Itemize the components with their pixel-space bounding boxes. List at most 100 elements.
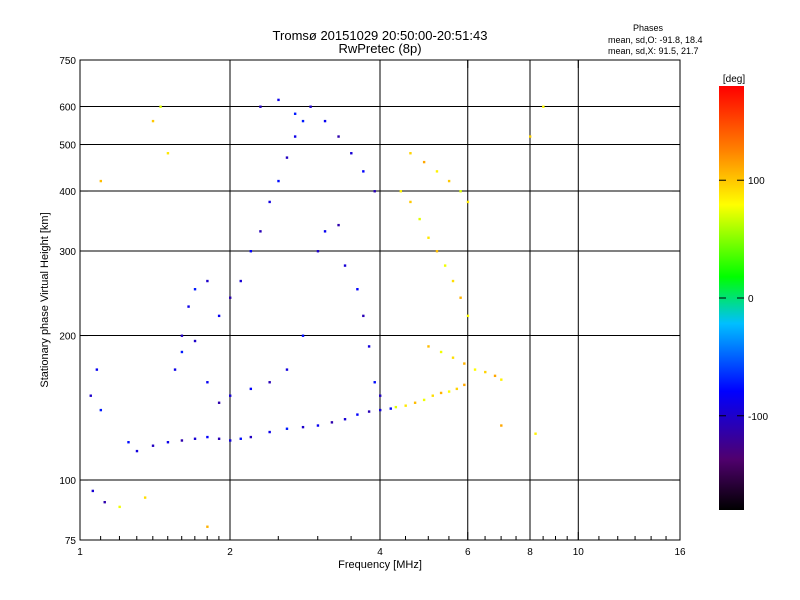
data-point (206, 435, 209, 439)
data-point (413, 401, 417, 404)
data-point (151, 444, 155, 447)
data-point (459, 190, 462, 193)
data-point (500, 424, 503, 427)
data-point (118, 505, 121, 509)
colorbar-tick-label: 100 (748, 176, 765, 187)
x-tick-label: 16 (674, 547, 686, 558)
data-point (309, 105, 312, 108)
data-point (459, 296, 462, 299)
data-point (529, 135, 532, 138)
data-point (427, 236, 430, 239)
x-tick-label: 10 (573, 547, 585, 558)
data-point (379, 394, 382, 397)
data-point (439, 391, 443, 395)
data-point (180, 334, 184, 337)
x-tick-label: 4 (377, 547, 383, 558)
data-point (373, 381, 376, 384)
data-point (435, 250, 439, 253)
data-point (99, 179, 103, 183)
data-point (285, 427, 289, 430)
stats-x-mode: mean, sd,X: 91.5, 21.7 (608, 46, 699, 56)
data-point (443, 264, 447, 267)
data-point (394, 405, 398, 409)
data-point (91, 489, 95, 493)
colorbar-tick-label: -100 (748, 412, 768, 423)
data-point (500, 378, 503, 381)
data-point (343, 264, 347, 267)
data-point (217, 401, 221, 404)
data-point (217, 437, 221, 440)
data-point (239, 437, 242, 440)
data-point (301, 119, 305, 123)
data-point (356, 413, 359, 416)
x-axis-label: Frequency [MHz] (338, 559, 422, 571)
data-point (95, 368, 99, 371)
data-point (409, 152, 412, 155)
data-point (389, 407, 392, 410)
data-point (301, 425, 305, 429)
y-tick-label: 600 (59, 103, 76, 114)
data-point (542, 105, 545, 108)
y-tick-label: 300 (59, 247, 76, 258)
data-point (187, 305, 190, 308)
chart-title: Tromsø 20151029 20:50:00-20:51:43 (273, 28, 488, 43)
data-point (285, 368, 289, 371)
data-point (268, 381, 271, 384)
data-point (362, 314, 365, 318)
data-point (451, 356, 455, 359)
data-point (193, 437, 197, 440)
data-point (337, 223, 340, 227)
data-point (151, 119, 155, 123)
data-point (447, 390, 451, 393)
data-point (268, 430, 271, 434)
data-point (249, 435, 253, 439)
x-tick-label: 2 (227, 547, 233, 558)
colorbar-label: [deg] (723, 74, 745, 85)
y-tick-label: 100 (59, 476, 76, 487)
data-point (323, 230, 327, 233)
data-point (259, 230, 262, 233)
y-tick-label: 75 (65, 536, 77, 547)
data-point (277, 98, 280, 102)
data-point (466, 314, 470, 318)
data-point (534, 432, 537, 435)
x-axis-ticks: 1 2 4 6 8 10 16 (77, 60, 686, 558)
data-point (293, 112, 297, 115)
grid-lines (80, 60, 680, 540)
data-point (277, 179, 280, 183)
data-point (409, 200, 412, 204)
data-point (379, 408, 382, 412)
data-point (180, 439, 184, 442)
data-point (435, 170, 439, 173)
stats-heading: Phases (633, 23, 664, 33)
y-axis-ticks: 75 100 200 300 400 500 600 750 (59, 56, 680, 547)
data-point (206, 279, 209, 283)
x-tick-label: 1 (77, 547, 83, 558)
stats-o-mode: mean, sd,O: -91.8, 18.4 (608, 35, 703, 45)
data-point (399, 190, 403, 193)
data-point (337, 135, 340, 138)
data-point (373, 190, 376, 193)
data-point (447, 179, 451, 183)
data-point (330, 421, 334, 424)
data-point (350, 152, 353, 155)
data-point (463, 362, 466, 365)
data-point (493, 374, 497, 378)
data-point (159, 105, 162, 108)
x-tick-label: 6 (465, 547, 471, 558)
data-point (427, 345, 430, 348)
data-point (89, 394, 92, 397)
data-point (316, 250, 320, 253)
y-tick-label: 500 (59, 141, 76, 152)
data-point (463, 383, 466, 387)
data-point (229, 296, 232, 299)
data-points (89, 98, 545, 528)
data-point (367, 410, 371, 413)
data-point (217, 314, 221, 318)
data-point (180, 350, 184, 354)
data-point (473, 368, 477, 371)
y-tick-label: 200 (59, 332, 76, 343)
data-point (285, 156, 289, 159)
data-point (422, 160, 426, 164)
